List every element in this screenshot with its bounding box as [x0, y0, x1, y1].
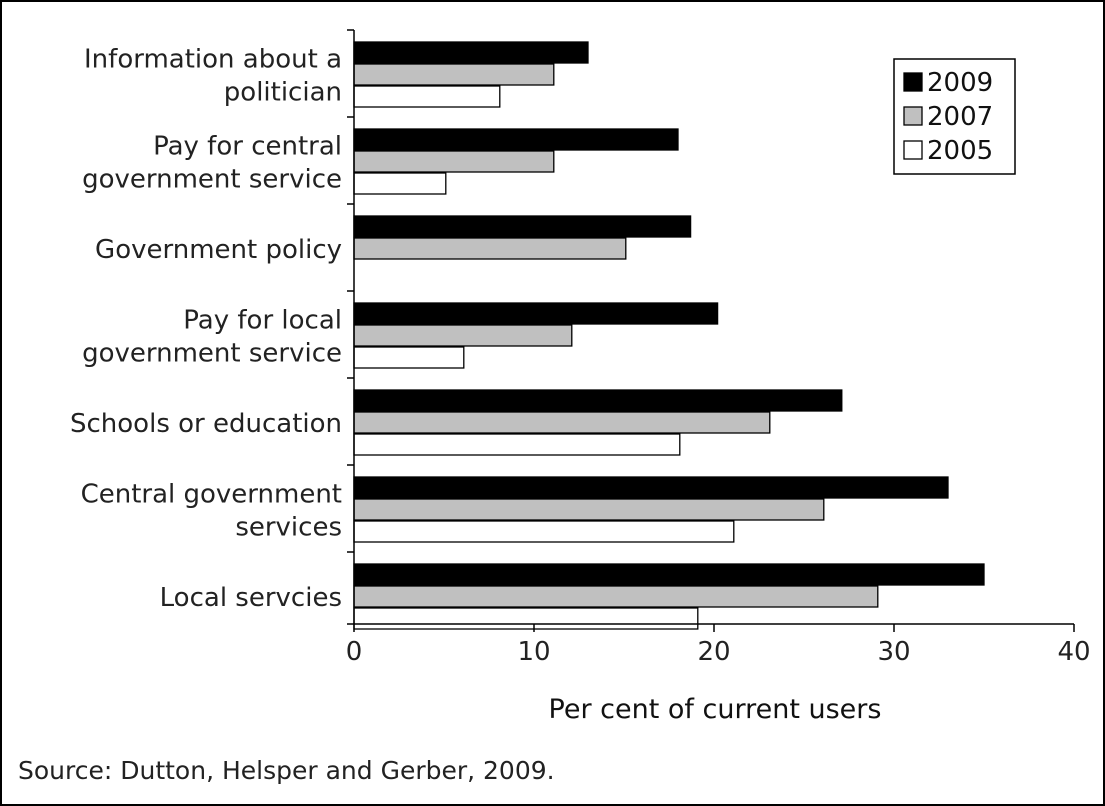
bar-2005-6 — [353, 607, 699, 630]
bar-2007-3 — [353, 324, 573, 347]
bar-2005-4 — [353, 433, 681, 456]
legend-swatch-2005 — [903, 140, 923, 160]
legend-swatch-2009 — [903, 72, 923, 92]
legend-label-2007: 2007 — [927, 102, 993, 132]
x-tick-label: 10 — [517, 637, 550, 667]
bar-2005-0 — [353, 85, 501, 108]
category-label: politician — [224, 78, 342, 108]
bar-2005-3 — [353, 346, 465, 369]
bars-group — [353, 41, 985, 630]
x-tick-label: 20 — [697, 637, 730, 667]
category-label: government service — [82, 339, 342, 369]
bar-2007-0 — [353, 63, 555, 86]
legend-label-2009: 2009 — [927, 68, 993, 98]
x-axis-title: Per cent of current users — [549, 694, 882, 725]
axes-group — [347, 29, 1075, 632]
legend-label-2005: 2005 — [927, 136, 993, 166]
bar-2009-2 — [353, 215, 692, 238]
x-tick-label: 30 — [877, 637, 910, 667]
bar-2009-6 — [353, 563, 985, 586]
category-label: Pay for local — [183, 306, 342, 336]
bar-2005-5 — [353, 520, 735, 543]
x-tick-label: 0 — [346, 637, 363, 667]
legend: 2009 2007 2005 — [893, 58, 1016, 175]
category-label: Government policy — [95, 235, 342, 265]
tick-labels-group: 0 10 20 30 40 — [346, 637, 1091, 667]
bar-2009-1 — [353, 128, 679, 151]
category-label: Central government — [81, 480, 342, 510]
x-tick-label: 40 — [1057, 637, 1090, 667]
bar-2007-5 — [353, 498, 825, 521]
bar-2009-5 — [353, 476, 949, 499]
legend-swatch-2007 — [903, 106, 923, 126]
category-label: government service — [82, 165, 342, 195]
category-label: Information about a — [84, 45, 342, 75]
bar-2007-1 — [353, 150, 555, 173]
category-label: Pay for central — [153, 132, 342, 162]
bar-2007-2 — [353, 237, 627, 260]
category-label: Local servcies — [160, 583, 342, 613]
bar-2009-0 — [353, 41, 589, 64]
source-note: Source: Dutton, Helsper and Gerber, 2009… — [18, 756, 555, 785]
bar-2007-6 — [353, 585, 879, 608]
bar-2007-4 — [353, 411, 771, 434]
category-label: services — [235, 513, 342, 543]
bar-2009-4 — [353, 389, 843, 412]
category-label: Schools or education — [70, 409, 342, 439]
bar-2005-1 — [353, 172, 447, 195]
bar-2009-3 — [353, 302, 719, 325]
